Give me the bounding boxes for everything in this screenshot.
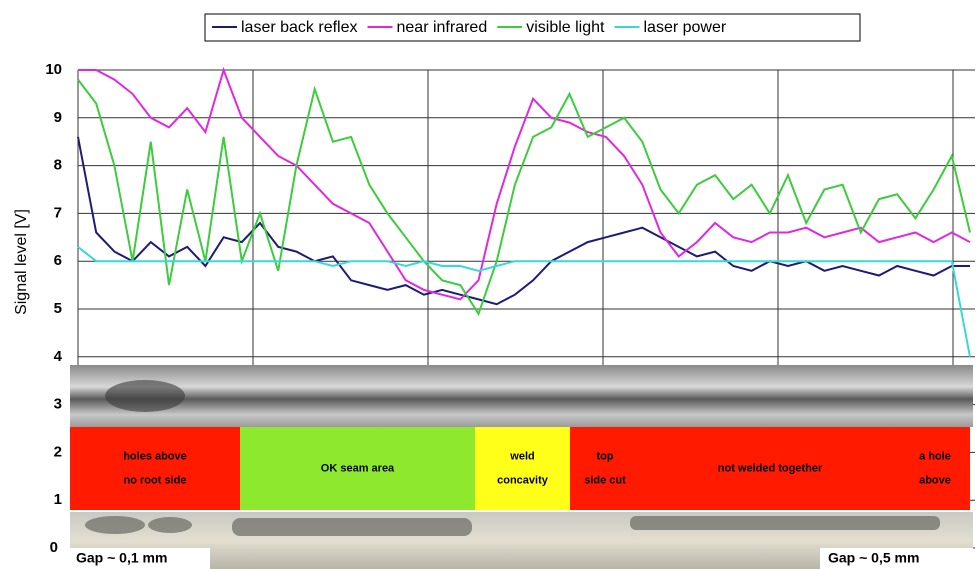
zone-label: a hole bbox=[919, 450, 951, 462]
annotation-box bbox=[820, 548, 973, 569]
weld-hole bbox=[105, 380, 185, 412]
y-tick-label: 8 bbox=[54, 157, 62, 174]
annotation: Gap ~ 0,1 mm bbox=[76, 550, 167, 566]
legend-box bbox=[204, 13, 861, 42]
annotation: Gap ~ 0,5 mm bbox=[828, 550, 919, 566]
y-tick-label: 7 bbox=[54, 204, 62, 221]
y-tick-label: 1 bbox=[54, 491, 62, 508]
legend-label: visible light bbox=[526, 19, 605, 36]
vertical-grid bbox=[77, 70, 954, 365]
zone-box bbox=[70, 427, 240, 510]
zones: holes above no root side OK seam area weld c… bbox=[70, 427, 970, 510]
legend-label: near infrared bbox=[397, 19, 488, 36]
y-tick-label: 3 bbox=[54, 396, 62, 413]
annotation-box bbox=[70, 548, 210, 569]
y-tick-label: 4 bbox=[54, 348, 63, 365]
y-tick-label: 9 bbox=[54, 109, 62, 126]
series-line bbox=[77, 246, 971, 357]
zone-label: above bbox=[919, 474, 951, 486]
legend: laser back reflex near infrared visible li… bbox=[212, 19, 727, 36]
weld-photos bbox=[70, 365, 973, 569]
zone-box bbox=[475, 427, 570, 510]
zone-box bbox=[570, 427, 970, 510]
zone-box bbox=[240, 427, 475, 510]
zone-label: weld bbox=[509, 450, 534, 462]
y-tick-label: 2 bbox=[54, 443, 62, 460]
legend-label: laser power bbox=[643, 19, 726, 36]
weld-top-photo bbox=[70, 365, 973, 427]
y-ticks: 0 1 2 3 4 5 6 7 8 9 10 bbox=[45, 61, 62, 556]
weld-root-seam bbox=[630, 516, 940, 530]
zone-label: no root side bbox=[124, 474, 187, 486]
lines bbox=[77, 66, 971, 357]
weld-root-seam bbox=[148, 517, 192, 533]
y-tick-label: 5 bbox=[54, 300, 62, 317]
y-tick-label: 0 bbox=[50, 539, 58, 556]
y-tick-label: 6 bbox=[54, 252, 62, 269]
weld-root-seam bbox=[232, 518, 472, 536]
legend-label: laser back reflex bbox=[241, 19, 358, 36]
zone-label: not welded together bbox=[718, 462, 823, 474]
zone-label: side cut bbox=[584, 474, 626, 486]
weld-root-seam bbox=[85, 516, 145, 534]
zone-label: top bbox=[596, 450, 613, 462]
zone-label: holes above bbox=[123, 450, 187, 462]
series-line bbox=[77, 136, 970, 306]
series-line bbox=[78, 66, 971, 301]
y-tick-label: 10 bbox=[45, 61, 62, 78]
zone-label: OK seam area bbox=[321, 462, 395, 474]
series-line bbox=[77, 78, 971, 317]
zone-label: concavity bbox=[497, 474, 549, 486]
y-axis-label: Signal level [V] bbox=[13, 209, 30, 315]
